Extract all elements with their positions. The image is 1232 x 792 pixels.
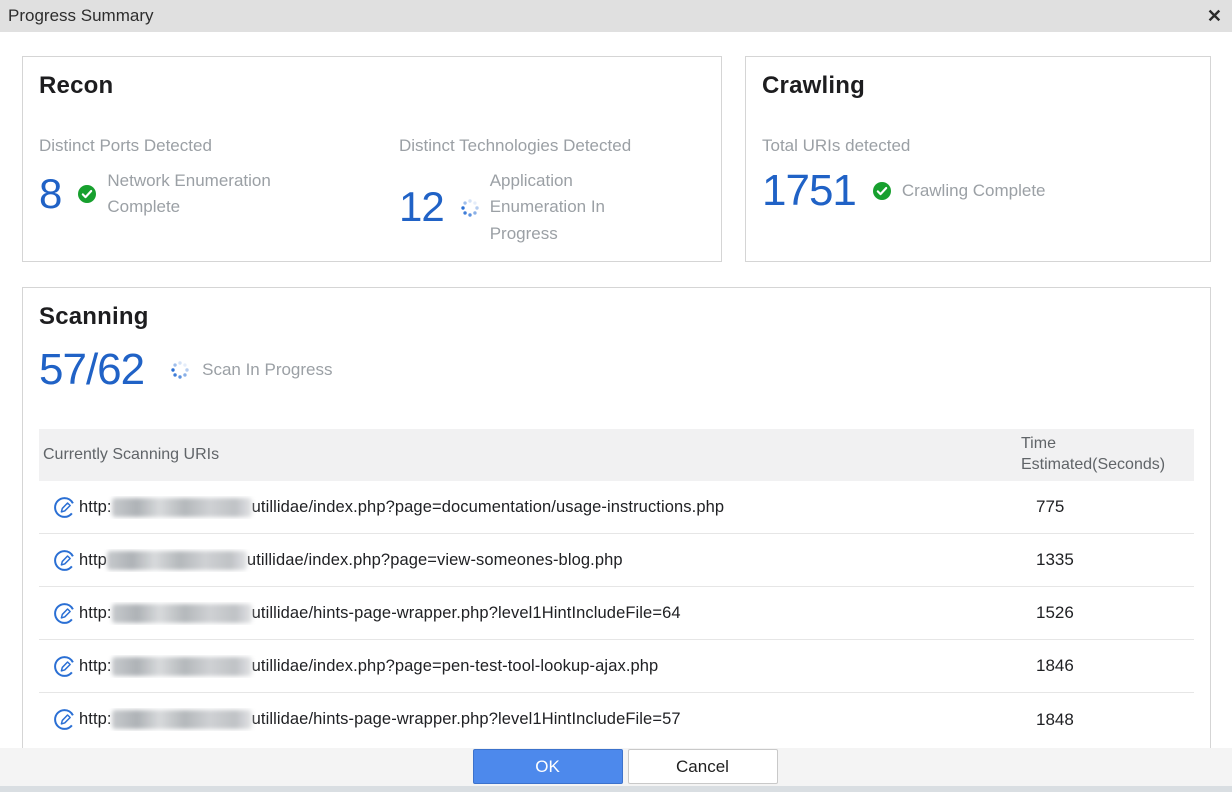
recon-card: Recon Distinct Ports Detected 8 Network … — [22, 56, 722, 262]
column-header-time: Time Estimated(Seconds) — [1021, 435, 1166, 474]
column-header-uri: Currently Scanning URIs — [43, 445, 220, 463]
check-circle-icon — [872, 181, 892, 201]
uri-scheme: http: — [79, 603, 112, 622]
total-uris-label: Total URIs detected — [762, 136, 911, 155]
dialog-body: Recon Distinct Ports Detected 8 Network … — [0, 32, 1232, 748]
spinner-icon — [460, 198, 480, 218]
scan-status: Scan In Progress — [202, 359, 333, 379]
uri-path: utillidae/index.php?page=view-someones-b… — [246, 550, 623, 569]
redacted-ip-blur — [111, 497, 252, 517]
redacted-ip-blur — [111, 656, 252, 676]
time-estimate: 1335 — [1036, 550, 1074, 570]
close-icon[interactable]: ✕ — [1206, 6, 1222, 26]
table-row: http: utillidae/hints-page-wrapper.php?le… — [39, 587, 1194, 641]
crawling-title: Crawling — [762, 72, 865, 99]
uri-path: utillidae/hints-page-wrapper.php?level1H… — [251, 710, 681, 729]
uri-scheme: http: — [79, 656, 112, 675]
technologies-status: Application Enumeration In Progress — [489, 171, 606, 243]
scan-edit-icon — [53, 496, 76, 519]
technologies-label: Distinct Technologies Detected — [399, 136, 632, 155]
ports-status: Network Enumeration Complete — [107, 171, 271, 217]
time-estimate: 1526 — [1036, 603, 1074, 623]
ok-button[interactable]: OK — [472, 749, 623, 784]
ports-label: Distinct Ports Detected — [39, 136, 212, 155]
crawling-card: Crawling Total URIs detected 1751 Crawli… — [745, 56, 1211, 262]
uri-scheme: http — [79, 550, 107, 569]
dialog-title: Progress Summary — [8, 6, 154, 25]
scan-edit-icon — [53, 549, 76, 572]
scanning-uri-table: Currently Scanning URIs Time Estimated(S… — [39, 429, 1194, 746]
time-estimate: 775 — [1036, 497, 1065, 517]
redacted-ip-blur — [106, 550, 247, 570]
scan-progress-value: 57/62 — [39, 345, 145, 394]
uri-scheme: http: — [79, 497, 112, 516]
scan-edit-icon — [53, 708, 76, 731]
redacted-ip-blur — [111, 710, 252, 730]
cancel-button[interactable]: Cancel — [627, 749, 778, 784]
dialog-footer: OK Cancel — [0, 748, 1232, 786]
uri-path: utillidae/index.php?page=pen-test-tool-l… — [251, 656, 659, 675]
time-estimate: 1848 — [1036, 709, 1074, 729]
uri-path: utillidae/index.php?page=documentation/u… — [251, 497, 725, 516]
check-circle-icon — [77, 184, 97, 204]
ports-value: 8 — [39, 170, 62, 218]
dialog-titlebar: Progress Summary ✕ — [0, 0, 1232, 32]
table-row: http utillidae/index.php?page=view-someon… — [39, 534, 1194, 588]
uri-scheme: http: — [79, 710, 112, 729]
table-row: http: utillidae/hints-page-wrapper.php?le… — [39, 693, 1194, 746]
scanning-title: Scanning — [39, 303, 149, 330]
uri-path: utillidae/hints-page-wrapper.php?level1H… — [251, 603, 681, 622]
scanning-card: Scanning 57/62 Scan In Progress Currentl… — [22, 287, 1211, 748]
crawling-status: Crawling Complete — [901, 180, 1046, 200]
time-estimate: 1846 — [1036, 656, 1074, 676]
total-uris-value: 1751 — [762, 166, 857, 215]
technologies-value: 12 — [399, 183, 445, 231]
table-row: http: utillidae/index.php?page=documentat… — [39, 481, 1194, 535]
window-bottom-edge — [0, 786, 1232, 792]
recon-title: Recon — [39, 72, 114, 99]
table-row: http: utillidae/index.php?page=pen-test-t… — [39, 640, 1194, 694]
scan-edit-icon — [53, 602, 76, 625]
table-header-row: Currently Scanning URIs Time Estimated(S… — [39, 429, 1194, 482]
redacted-ip-blur — [111, 603, 252, 623]
spinner-icon — [170, 360, 190, 380]
scan-edit-icon — [53, 655, 76, 678]
